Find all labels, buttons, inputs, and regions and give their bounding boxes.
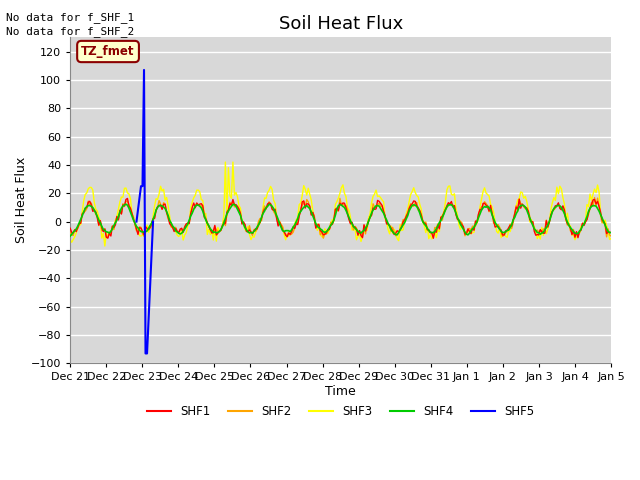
Text: TZ_fmet: TZ_fmet — [81, 45, 135, 58]
Text: No data for f_SHF_2: No data for f_SHF_2 — [6, 26, 134, 37]
Title: Soil Heat Flux: Soil Heat Flux — [278, 15, 403, 33]
Y-axis label: Soil Heat Flux: Soil Heat Flux — [15, 157, 28, 243]
X-axis label: Time: Time — [325, 385, 356, 398]
Text: No data for f_SHF_1: No data for f_SHF_1 — [6, 12, 134, 23]
Legend: SHF1, SHF2, SHF3, SHF4, SHF5: SHF1, SHF2, SHF3, SHF4, SHF5 — [142, 400, 539, 423]
